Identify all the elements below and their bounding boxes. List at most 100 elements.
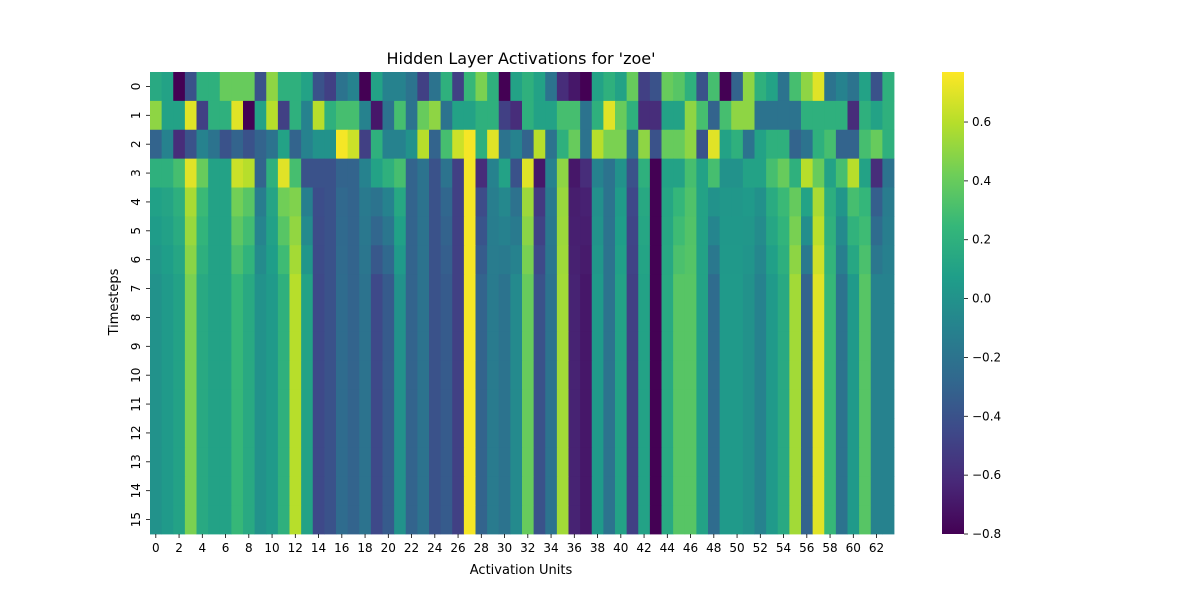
heatmap-cell: [859, 129, 872, 160]
heatmap-cell: [591, 158, 604, 188]
heatmap-cell: [603, 303, 616, 333]
heatmap-cell: [324, 303, 337, 333]
heatmap-cell: [847, 360, 860, 391]
heatmap-cell: [417, 476, 430, 506]
heatmap-cell: [731, 129, 744, 160]
heatmap-cell: [266, 360, 279, 391]
heatmap-cell: [603, 331, 616, 362]
x-tick-label: 24: [427, 541, 442, 555]
heatmap-cell: [719, 505, 732, 535]
heatmap-cell: [336, 100, 349, 131]
heatmap-cell: [824, 476, 837, 506]
heatmap-cell: [487, 331, 500, 362]
heatmap-cell: [382, 505, 395, 535]
heatmap-cell: [847, 129, 860, 160]
heatmap-cell: [173, 389, 186, 419]
heatmap-cell: [754, 100, 767, 131]
heatmap-cell: [731, 100, 744, 131]
heatmap-cell: [533, 476, 546, 506]
heatmap-cell: [684, 129, 697, 160]
heatmap-cell: [777, 187, 790, 217]
heatmap-cell: [696, 303, 709, 333]
heatmap-cell: [835, 331, 848, 362]
heatmap-cell: [719, 303, 732, 333]
heatmap-cell: [475, 505, 488, 535]
heatmap-cell: [173, 476, 186, 506]
heatmap-cell: [580, 187, 593, 217]
heatmap-cell: [312, 331, 325, 362]
heatmap-cell: [254, 360, 267, 391]
heatmap-cell: [801, 158, 814, 188]
x-axis-label: Activation Units: [470, 563, 573, 578]
heatmap-cell: [312, 100, 325, 131]
x-tick-label: 0: [152, 541, 160, 555]
y-tick-label: 12: [129, 425, 143, 440]
heatmap-cell: [498, 72, 511, 102]
heatmap-cell: [580, 216, 593, 246]
heatmap-cell: [522, 72, 535, 102]
heatmap-cell: [382, 389, 395, 419]
heatmap-cell: [766, 389, 779, 419]
heatmap-cell: [440, 274, 453, 304]
y-tick-label: 1: [129, 111, 143, 119]
heatmap-cell: [312, 447, 325, 477]
heatmap-cell: [777, 331, 790, 362]
heatmap-cell: [312, 476, 325, 506]
heatmap-cell: [742, 274, 755, 304]
heatmap-cell: [150, 129, 163, 160]
heatmap-cell: [673, 303, 686, 333]
heatmap-cell: [870, 158, 883, 188]
heatmap-cell: [533, 418, 546, 448]
heatmap-cell: [882, 360, 895, 391]
heatmap-cell: [347, 303, 360, 333]
heatmap-cell: [196, 476, 209, 506]
heatmap-cell: [522, 129, 535, 160]
heatmap-cell: [708, 72, 721, 102]
heatmap-cell: [615, 476, 628, 506]
heatmap-cell: [754, 505, 767, 535]
heatmap-cell: [626, 447, 639, 477]
heatmap-cell: [591, 72, 604, 102]
x-tick-label: 2: [175, 541, 183, 555]
heatmap-cell: [533, 303, 546, 333]
heatmap-cell: [452, 389, 465, 419]
heatmap-cell: [196, 303, 209, 333]
heatmap-cell: [754, 389, 767, 419]
heatmap-cell: [336, 505, 349, 535]
heatmap-cell: [289, 100, 302, 131]
heatmap-cell: [708, 418, 721, 448]
heatmap-cell: [382, 418, 395, 448]
heatmap-cell: [266, 129, 279, 160]
heatmap-cell: [463, 418, 476, 448]
heatmap-cell: [440, 216, 453, 246]
heatmap-cell: [429, 389, 442, 419]
heatmap-cell: [615, 505, 628, 535]
heatmap-cell: [277, 129, 290, 160]
heatmap-cell: [533, 187, 546, 217]
heatmap-cell: [359, 303, 372, 333]
heatmap-cell: [370, 245, 383, 275]
heatmap-cell: [196, 331, 209, 362]
heatmap-cell: [673, 331, 686, 362]
heatmap-cell: [277, 274, 290, 304]
heatmap-cell: [824, 245, 837, 275]
heatmap-cell: [219, 505, 232, 535]
heatmap-cell: [661, 245, 674, 275]
heatmap-cell: [336, 303, 349, 333]
heatmap-cell: [766, 447, 779, 477]
heatmap-cell: [150, 360, 163, 391]
heatmap-cell: [719, 245, 732, 275]
heatmap-cell: [184, 158, 197, 188]
heatmap-cell: [370, 447, 383, 477]
heatmap-cell: [254, 447, 267, 477]
heatmap-cell: [731, 418, 744, 448]
heatmap-cell: [835, 476, 848, 506]
heatmap-cell: [742, 303, 755, 333]
heatmap-cell: [556, 303, 569, 333]
heatmap-cell: [289, 187, 302, 217]
heatmap-cell: [184, 303, 197, 333]
heatmap-cell: [522, 245, 535, 275]
heatmap-cell: [266, 274, 279, 304]
heatmap-cell: [359, 100, 372, 131]
heatmap-cell: [847, 389, 860, 419]
